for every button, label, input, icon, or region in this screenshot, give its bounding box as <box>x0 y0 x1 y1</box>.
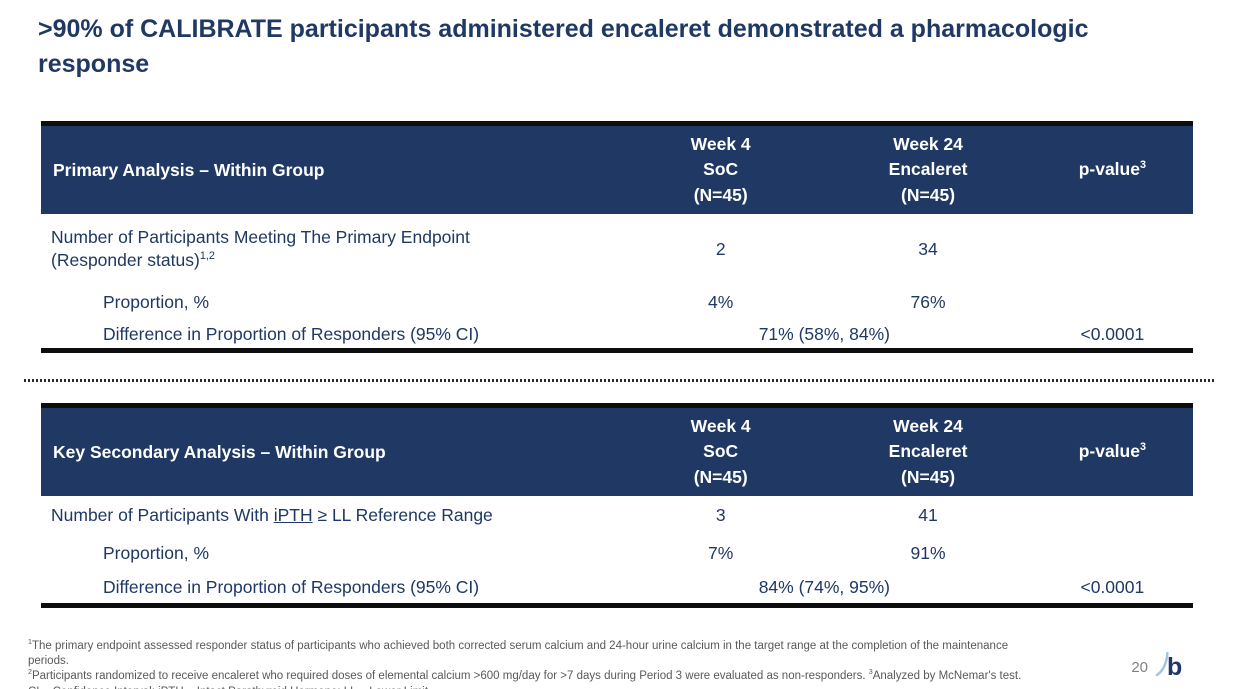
footnote-2: 2Participants randomized to receive enca… <box>28 669 1038 684</box>
column-header-week24-encaleret: Week 24 Encaleret (N=45) <box>824 414 1031 490</box>
pvalue-superscript: 3 <box>1139 441 1146 454</box>
week24-line: Week 24 <box>893 415 963 436</box>
pvalue-value: <0.0001 <box>1080 577 1145 597</box>
footnote-1-marker: 1 <box>28 638 32 647</box>
difference-combined-value: 71% (58%, 84%) <box>758 323 891 344</box>
n45-line: (N=45) <box>693 184 748 205</box>
week24-line: Week 24 <box>893 133 963 154</box>
svg-text:b: b <box>1167 653 1182 680</box>
pvalue-label: p-value <box>1078 159 1140 180</box>
bridgebio-logo-icon: b <box>1154 650 1186 685</box>
week4-value: 7% <box>708 542 734 563</box>
table-row: Difference in Proportion of Responders (… <box>41 320 1193 353</box>
row-label-pre: Number of Participants With <box>51 504 274 525</box>
row-label-superscript: 1,2 <box>199 250 215 263</box>
footnote-3-marker: 3 <box>868 668 873 677</box>
week24-value: 34 <box>918 238 938 259</box>
week4-line: Week 4 <box>690 133 751 154</box>
table-row: Proportion, % 7% 91% <box>41 534 1193 572</box>
pvalue-value: <0.0001 <box>1080 323 1145 344</box>
key-secondary-analysis-table: Key Secondary Analysis – Within Group We… <box>41 403 1193 608</box>
footnotes: 1The primary endpoint assessed responder… <box>28 639 1038 689</box>
row-label-post: ≥ LL Reference Range <box>312 504 493 525</box>
week4-value: 2 <box>715 238 726 259</box>
row-label-difference: Difference in Proportion of Responders (… <box>103 323 480 344</box>
footnote-2-marker: 2 <box>28 668 32 677</box>
table-row: Difference in Proportion of Responders (… <box>41 572 1193 608</box>
week4-line: Week 4 <box>690 415 751 436</box>
column-header-week24-encaleret: Week 24 Encaleret (N=45) <box>824 132 1031 208</box>
footnote-1-text: The primary endpoint assessed responder … <box>28 640 1009 668</box>
encaleret-line: Encaleret <box>888 441 968 462</box>
dotted-divider <box>24 379 1216 382</box>
slide-title: >90% of CALIBRATE participants administe… <box>38 15 1089 78</box>
n45-line: (N=45) <box>901 184 956 205</box>
primary-table-header-row: Primary Analysis – Within Group Week 4 S… <box>41 121 1193 214</box>
column-header-pvalue: p-value3 <box>1032 157 1193 182</box>
row-label-ipth: Number of Participants With iPTH ≥ LL Re… <box>41 504 617 527</box>
difference-combined-value: 84% (74%, 95%) <box>758 577 891 597</box>
encaleret-line: Encaleret <box>888 159 968 180</box>
primary-table-title: Primary Analysis – Within Group <box>53 159 325 180</box>
page-number: 20 <box>1131 659 1148 676</box>
week24-value: 91% <box>910 542 946 563</box>
column-header-week4-soc: Week 4 SoC (N=45) <box>617 414 824 490</box>
week4-value: 3 <box>715 504 726 525</box>
column-header-pvalue: p-value3 <box>1032 439 1193 464</box>
week24-value: 41 <box>918 504 938 525</box>
week4-value: 4% <box>708 291 734 312</box>
footnote-1: 1The primary endpoint assessed responder… <box>28 639 1038 669</box>
soc-line: SoC <box>703 159 739 180</box>
secondary-table-title: Key Secondary Analysis – Within Group <box>53 441 386 462</box>
n45-line: (N=45) <box>901 466 956 487</box>
row-label-difference: Difference in Proportion of Responders (… <box>103 577 480 598</box>
footnote-abbreviations: CI = Confidence Interval; iPTH = Intact … <box>28 685 1038 689</box>
slide-footer: 20 b <box>1131 650 1186 685</box>
column-header-week4-soc: Week 4 SoC (N=45) <box>617 132 824 208</box>
footnote-3-text: Analyzed by McNemar's test. <box>872 670 1022 683</box>
table-row: Proportion, % 4% 76% <box>41 284 1193 320</box>
footnote-2-text: Participants randomized to receive encal… <box>31 670 869 683</box>
week24-value: 76% <box>910 291 946 312</box>
row-label-proportion: Proportion, % <box>103 542 210 563</box>
primary-analysis-table: Primary Analysis – Within Group Week 4 S… <box>41 121 1193 353</box>
table-row: Number of Participants Meeting The Prima… <box>41 214 1193 284</box>
pvalue-superscript: 3 <box>1139 159 1146 172</box>
secondary-table-header-row: Key Secondary Analysis – Within Group We… <box>41 403 1193 496</box>
pvalue-label: p-value <box>1078 441 1140 462</box>
row-label-proportion: Proportion, % <box>103 291 210 312</box>
soc-line: SoC <box>703 441 739 462</box>
row-label-line2: (Responder status) <box>51 250 200 270</box>
row-label-primary-endpoint: Number of Participants Meeting The Prima… <box>41 226 617 272</box>
table-row: Number of Participants With iPTH ≥ LL Re… <box>41 496 1193 534</box>
n45-line: (N=45) <box>693 466 748 487</box>
row-label-line1: Number of Participants Meeting The Prima… <box>51 227 470 248</box>
ipth-underlined: iPTH <box>273 504 313 525</box>
